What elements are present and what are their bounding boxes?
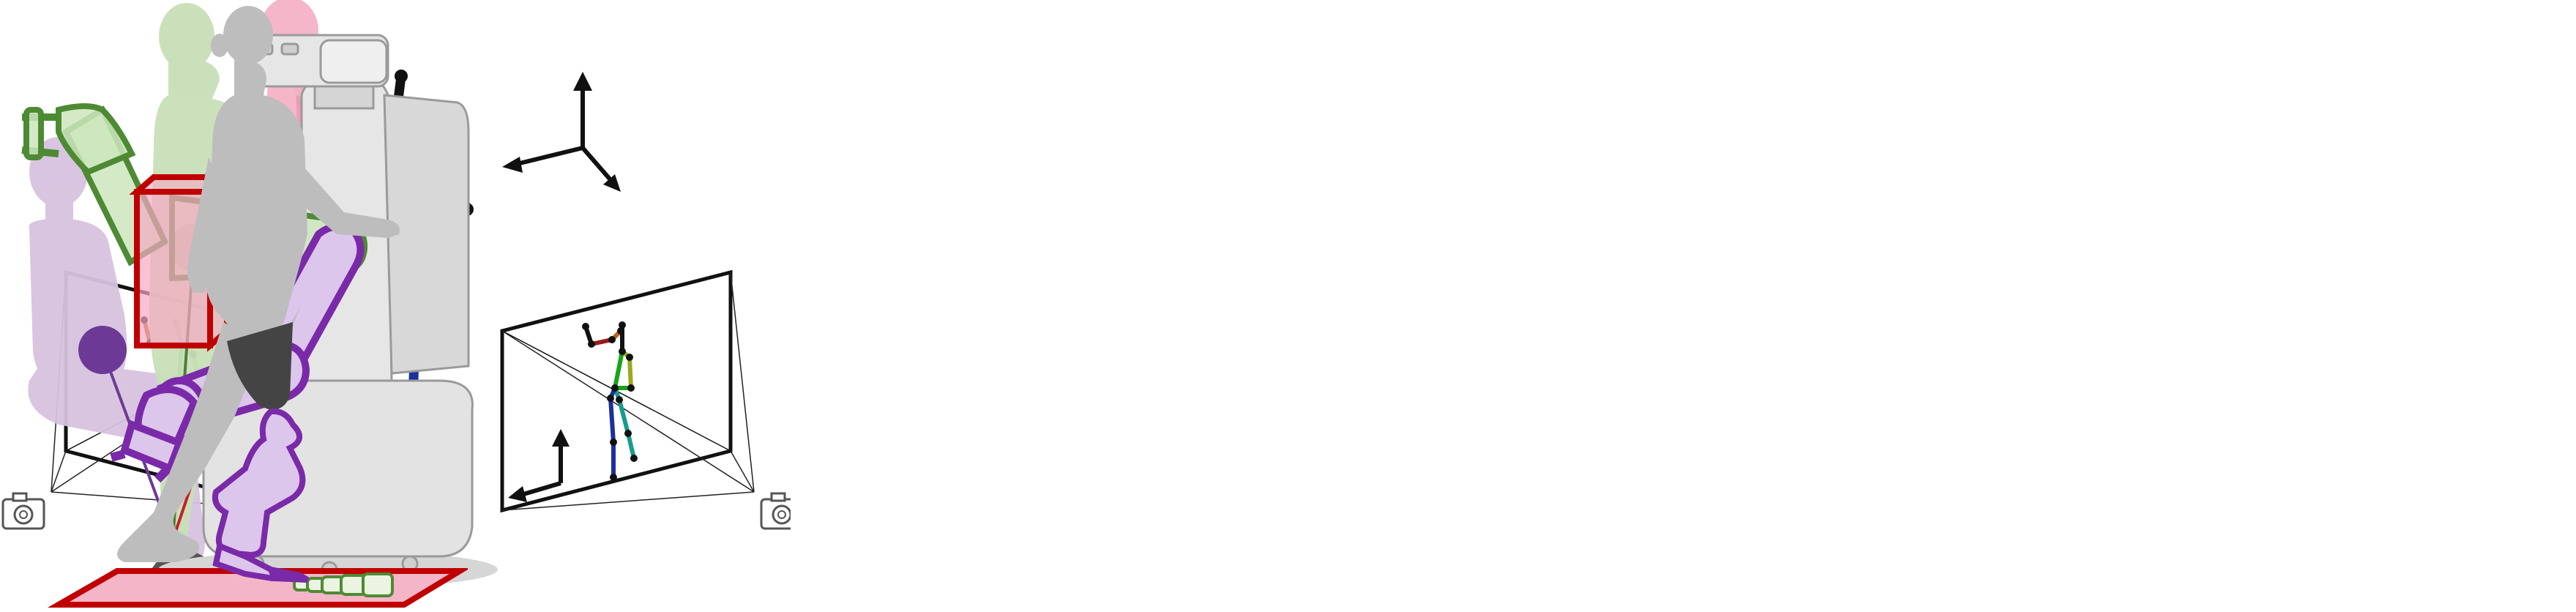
axes-icon — [516, 88, 614, 183]
right-plane-joints — [582, 321, 638, 481]
center-of-mass-icon — [78, 326, 127, 374]
panel-prosthetic-leg — [0, 0, 468, 612]
right-image-plane — [500, 269, 755, 513]
foot-contact-icon — [293, 572, 394, 597]
prosthetic-limb — [212, 408, 310, 583]
prosthetic-socket — [227, 322, 293, 410]
camera-icon — [1, 492, 45, 530]
prosthetic-leg-svg — [48, 6, 468, 608]
right-plane-axes — [520, 442, 563, 497]
camera-icon — [760, 492, 791, 530]
walker-silhouette — [117, 6, 400, 562]
